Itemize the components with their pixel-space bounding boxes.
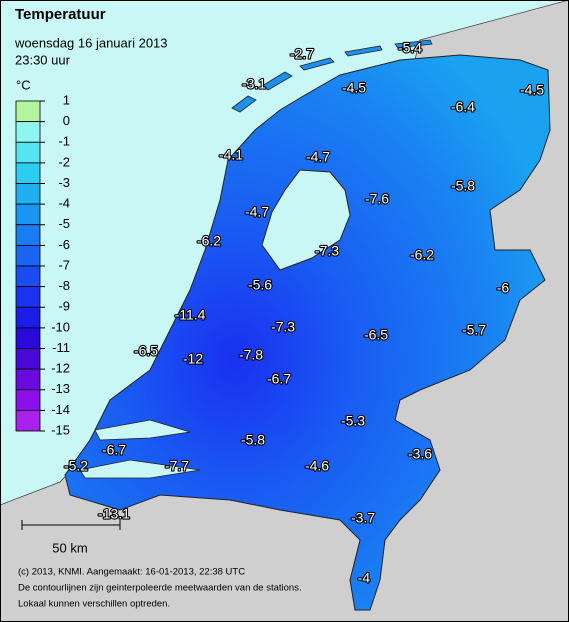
legend-label: -11: [52, 340, 70, 355]
time: 23:30 uur: [15, 52, 71, 67]
legend-label: -9: [58, 299, 70, 314]
legend-swatch: [15, 286, 41, 308]
title: Temperatuur: [15, 6, 106, 23]
station-temperature: -11.4: [175, 307, 206, 323]
station-temperature: -2.7: [290, 46, 314, 62]
legend-label: 0: [63, 113, 70, 128]
legend-label: -4: [58, 196, 70, 211]
station-temperature: -6.5: [364, 327, 388, 343]
station-temperature: -6.7: [267, 371, 291, 387]
legend-swatch: [15, 162, 41, 184]
legend-label: -13: [51, 381, 70, 396]
legend: 1 0 -1 -2 -3 -4 -5 -6 -7 -8 -9 -10 -11 -12 -13 -14 -15: [15, 92, 70, 437]
station-temperature: -13.1: [98, 506, 130, 522]
legend-swatch: [15, 183, 41, 205]
legend-swatch: [15, 327, 41, 349]
station-temperature: -5.8: [451, 178, 475, 194]
legend-swatch: [15, 121, 41, 143]
footer-line: (c) 2013, KNMI. Aangemaakt: 16-01-2013, …: [18, 567, 245, 578]
station-temperature: -12: [183, 351, 203, 367]
station-labels: -2.7 -5.4 -3.1 -4.5 -4.5 -6.4 -4.1 -4.7 -7.6 -5.8…: [63, 39, 546, 587]
footer-line: De contourlijnen zijn geinterpoleerde me…: [18, 583, 302, 594]
legend-swatch: [15, 306, 41, 329]
legend-swatch: [15, 368, 41, 391]
legend-swatch: [15, 141, 41, 164]
station-temperature: -4.5: [520, 82, 544, 98]
legend-swatch: [15, 265, 41, 288]
legend-label: 1: [63, 92, 70, 107]
station-temperature: -4.5: [342, 80, 366, 96]
legend-swatch: [15, 224, 41, 246]
station-temperature: -3.1: [242, 76, 266, 92]
legend-label: -14: [51, 402, 70, 417]
station-temperature: -4.1: [219, 147, 243, 163]
legend-swatch: [15, 389, 41, 411]
footer-line: Lokaal kunnen verschillen optreden.: [18, 599, 170, 610]
legend-label: -10: [51, 319, 70, 334]
station-temperature: -5.3: [341, 413, 365, 429]
legend-label: -5: [58, 216, 70, 231]
station-temperature: -7.8: [239, 347, 263, 363]
station-temperature: -6.5: [134, 343, 158, 359]
legend-label: -6: [58, 237, 70, 252]
station-temperature: -5.7: [462, 322, 486, 338]
station-temperature: -4: [358, 570, 371, 586]
legend-label: -3: [58, 175, 70, 190]
station-temperature: -4.6: [305, 458, 329, 474]
station-temperature: -4.7: [306, 149, 330, 165]
scale-bar: [21, 520, 121, 530]
station-temperature: -3.6: [408, 446, 432, 462]
wadden-islands: [231, 39, 433, 113]
legend-unit: °C: [16, 77, 31, 92]
station-temperature: -7.3: [315, 243, 339, 259]
legend-label: -8: [58, 278, 70, 293]
legend-swatch: [15, 348, 41, 370]
date: woensdag 16 januari 2013: [14, 35, 168, 50]
station-temperature: -5.6: [248, 277, 272, 293]
legend-swatch: [15, 244, 41, 267]
legend-label: -1: [58, 134, 70, 149]
station-temperature: -7.7: [165, 458, 189, 474]
legend-label: -15: [51, 422, 70, 437]
station-temperature: -6: [497, 280, 510, 296]
legend-label: -12: [51, 361, 70, 376]
station-temperature: -5.4: [398, 40, 422, 56]
station-temperature: -6.2: [410, 247, 434, 263]
station-temperature: -6.7: [102, 442, 126, 458]
legend-swatch: [15, 100, 41, 123]
station-temperature: -3.7: [351, 510, 375, 526]
legend-label: -2: [58, 154, 70, 169]
legend-swatch: [15, 409, 41, 432]
station-temperature: -4.7: [245, 204, 269, 220]
ijsselmeer: [261, 169, 351, 271]
station-temperature: -5.2: [64, 458, 88, 474]
legend-swatch: [15, 203, 41, 226]
scale-label: 50 km: [52, 540, 87, 555]
legend-label: -7: [58, 257, 70, 272]
station-temperature: -6.4: [451, 99, 475, 115]
station-temperature: -7.3: [271, 319, 295, 335]
station-temperature: -5.8: [241, 432, 265, 448]
delta-water: [79, 419, 201, 479]
station-temperature: -7.6: [365, 191, 389, 207]
station-temperature: -6.2: [197, 233, 221, 249]
